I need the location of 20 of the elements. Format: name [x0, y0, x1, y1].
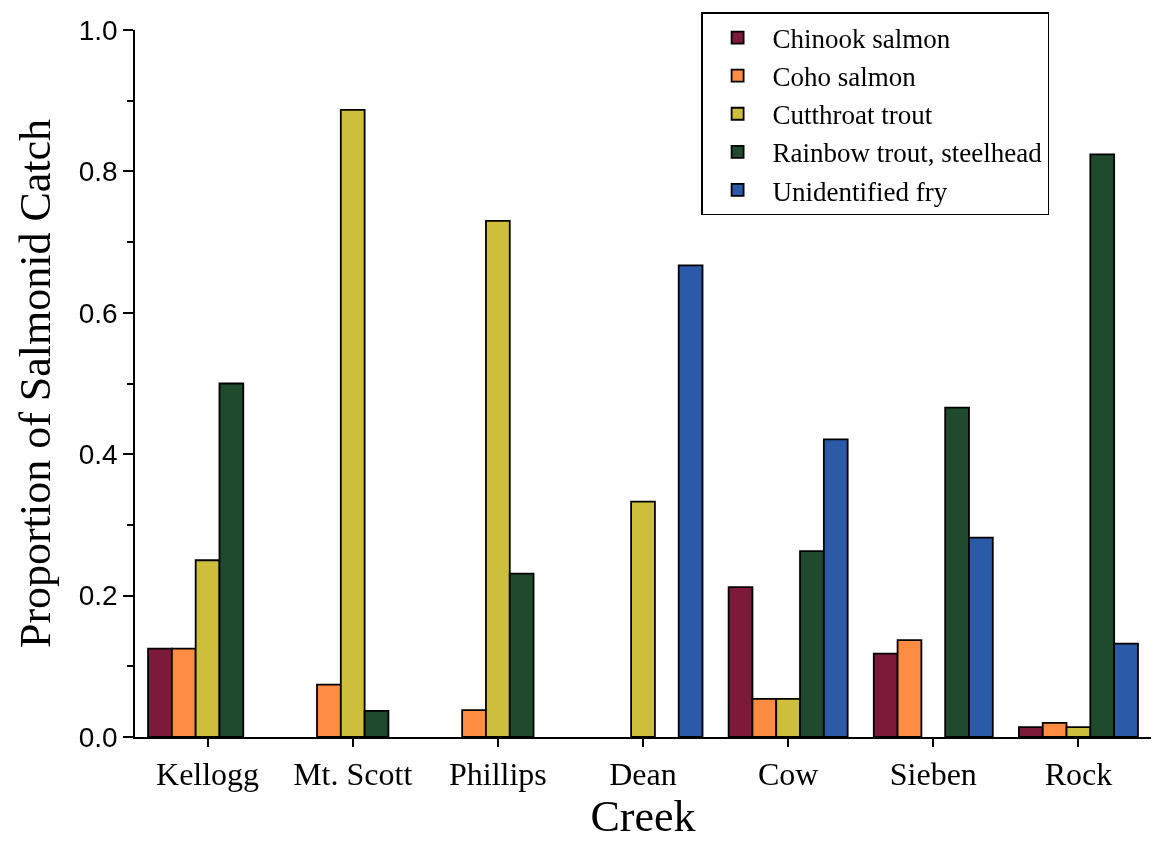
y-tick-label: 0.4 — [78, 439, 118, 470]
x-tick-label: Phillips — [448, 756, 547, 793]
x-tick-label: Kellogg — [156, 756, 260, 793]
legend-label: Unidentified fry — [772, 176, 948, 207]
y-tick-label: 0.6 — [78, 297, 118, 329]
x-tick-label: Cow — [757, 756, 819, 793]
y-tick-label: 0.2 — [78, 580, 118, 612]
y-tick-label: 0.8 — [78, 156, 118, 188]
y-tick-label: 0.0 — [78, 721, 118, 753]
x-tick-label: Dean — [609, 756, 677, 793]
legend-label: Chinook salmon — [772, 24, 951, 55]
y-axis-title: Proportion of Salmonid Catch — [11, 118, 61, 649]
legend-label: Coho salmon — [772, 62, 917, 93]
x-tick-label: Mt. Scott — [293, 756, 413, 793]
x-tick-label: Sieben — [889, 756, 977, 793]
x-tick-label: Rock — [1044, 756, 1113, 793]
legend-label: Cutthroat trout — [772, 100, 933, 131]
legend-label: Rainbow trout, steelhead — [772, 138, 1043, 169]
y-tick-label: 1.0 — [78, 14, 118, 46]
x-axis-title: Creek — [590, 792, 696, 842]
